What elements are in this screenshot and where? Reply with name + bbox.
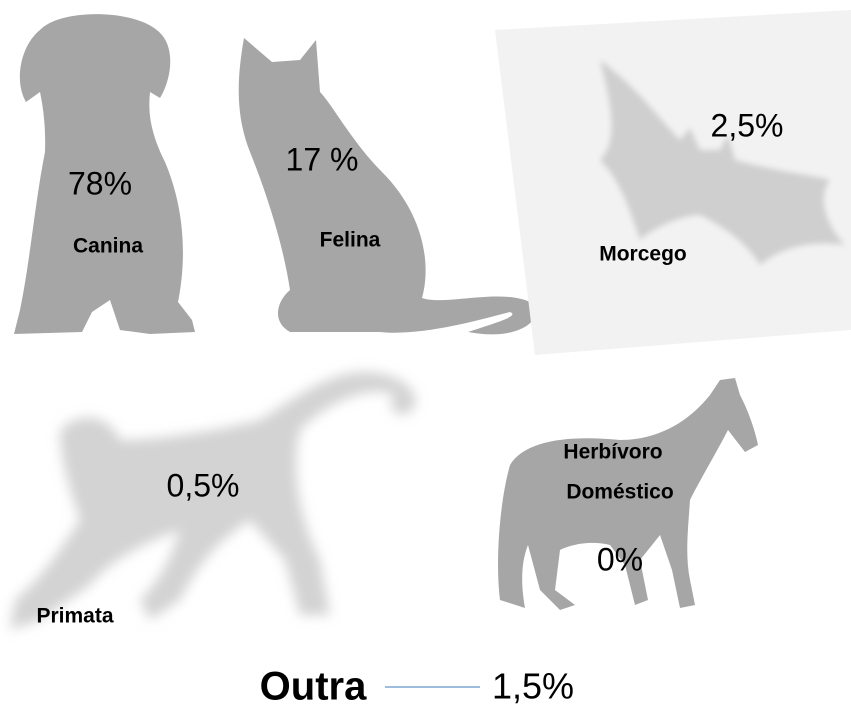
- value: 17 %: [286, 141, 359, 177]
- label: Morcego: [599, 243, 687, 266]
- label: Herbívoro: [563, 441, 662, 464]
- value: 78%: [68, 165, 132, 201]
- cat-silhouette: [239, 38, 536, 334]
- label: Felina: [320, 229, 381, 252]
- infographic: 78% Canina 17 % Felina 2,5% Morcego 0,5%…: [0, 0, 851, 707]
- other-value: 1,5%: [492, 666, 574, 707]
- other-label: Outra: [260, 665, 367, 707]
- label: Canina: [73, 235, 143, 258]
- value: 0%: [597, 541, 643, 577]
- label: Primata: [36, 605, 113, 628]
- label: Doméstico: [566, 481, 673, 504]
- value: 2,5%: [711, 107, 784, 143]
- value: 0,5%: [167, 467, 240, 503]
